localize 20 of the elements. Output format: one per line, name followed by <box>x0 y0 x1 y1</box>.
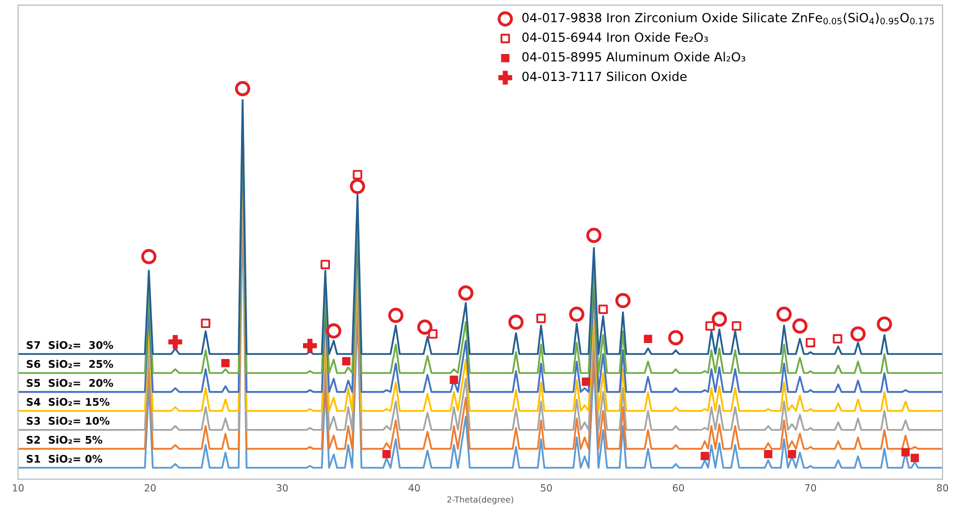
series-label: S3 SiO₂= 10% <box>26 416 110 425</box>
series-label: S2 SiO₂= 5% <box>26 436 102 444</box>
legend-label: 04-013-7117 Silicon Oxide <box>522 71 687 82</box>
x-tick-label: 30 <box>276 484 288 492</box>
legend-label: 04-015-6944 Iron Oxide Fe₂O₃ <box>522 32 708 42</box>
x-tick-label: 40 <box>408 484 420 492</box>
series-label: S6 SiO₂= 25% <box>26 360 114 368</box>
x-tick-label: 50 <box>540 484 552 492</box>
x-tick-label: 80 <box>936 484 948 492</box>
x-tick-label: 10 <box>12 484 24 492</box>
series-label: S4 SiO₂= 15% <box>26 398 110 406</box>
series-label: S7 SiO₂= 30% <box>26 340 114 349</box>
legend-label: 04-017-9838 Iron Zirconium Oxide Silicate ZnFe$_{0.05}$(SiO$_{4}$)$_{0.95}$O$_{0.175}$ <box>522 12 934 24</box>
legend-label: 04-015-8995 Aluminum Oxide Al₂O₃ <box>522 52 746 62</box>
x-tick-label: 70 <box>805 484 816 492</box>
x-tick-label: 20 <box>144 484 156 492</box>
series-label: S1 SiO₂= 0% <box>26 454 102 463</box>
x-axis-title: 2-Theta(degree) <box>447 496 514 504</box>
series-label: S5 SiO₂= 20% <box>26 378 114 387</box>
x-tick-label: 60 <box>672 484 684 492</box>
